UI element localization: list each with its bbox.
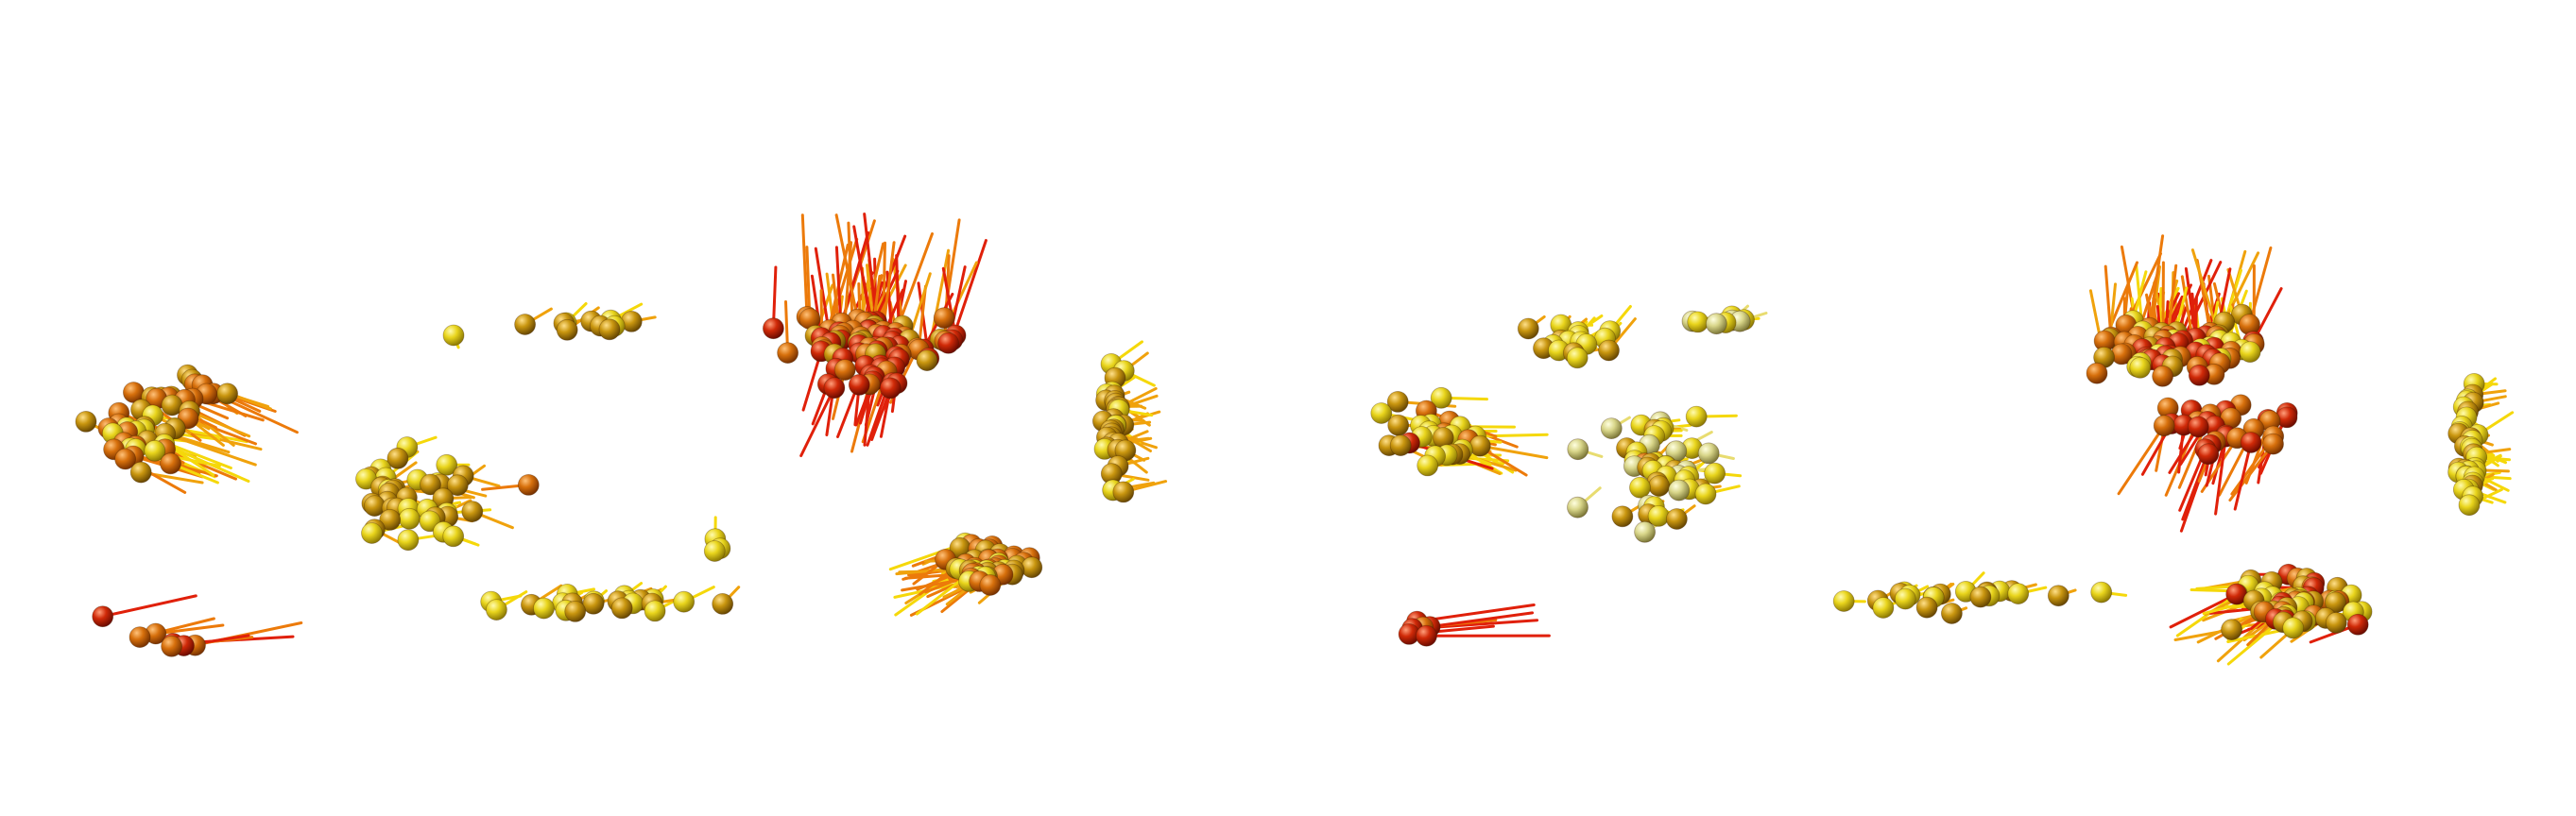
- right-sphere-marker: [1666, 509, 1687, 530]
- right-sphere-marker: [2263, 434, 2284, 454]
- left-sphere-markers: [76, 306, 1136, 656]
- right-sphere-marker: [1695, 484, 1716, 504]
- left-sphere-marker: [599, 319, 620, 340]
- right-panel: [1288, 0, 2576, 816]
- left-sphere-marker: [1113, 482, 1134, 502]
- right-sphere-marker: [2189, 365, 2209, 385]
- right-sphere-marker: [1417, 455, 1438, 476]
- left-sphere-marker: [518, 474, 539, 495]
- right-sphere-marker: [1941, 604, 1962, 624]
- right-sphere-marker: [1390, 435, 1411, 456]
- right-sphere-marker: [2241, 433, 2261, 453]
- right-sphere-markers: [1371, 304, 2488, 646]
- right-sphere-marker: [1518, 318, 1538, 339]
- right-sphere-marker: [1612, 506, 1633, 527]
- right-sphere-marker: [2153, 366, 2173, 386]
- left-sphere-marker: [443, 325, 464, 346]
- right-sphere-marker: [1417, 625, 1437, 646]
- right-sphere-marker: [1648, 505, 1669, 526]
- right-sphere-marker: [1698, 443, 1719, 464]
- right-sphere-marker: [1568, 439, 1589, 460]
- left-sphere-marker: [980, 575, 1001, 596]
- left-sphere-marker: [880, 378, 901, 399]
- right-sphere-marker: [2198, 444, 2219, 465]
- right-sphere-marker: [1630, 477, 1651, 498]
- left-sphere-marker: [713, 593, 733, 614]
- left-sphere-marker: [704, 541, 725, 562]
- left-sphere-marker: [362, 523, 383, 544]
- left-sphere-marker: [162, 636, 182, 656]
- right-sphere-marker: [1688, 312, 1709, 332]
- right-vector-field-render: [1288, 0, 2576, 816]
- left-sphere-marker: [93, 606, 113, 627]
- left-sphere-marker: [849, 374, 869, 395]
- right-sphere-marker: [1635, 521, 1656, 542]
- right-sphere-marker: [2154, 416, 2174, 436]
- right-sphere-marker: [1833, 591, 1854, 612]
- left-sphere-marker: [824, 378, 845, 399]
- right-sphere-marker: [2240, 342, 2260, 363]
- left-sphere-marker: [486, 600, 507, 620]
- left-sphere-marker: [917, 350, 937, 371]
- left-panel: [0, 0, 1288, 816]
- right-sphere-marker: [1649, 476, 1670, 497]
- right-sphere-marker: [1567, 348, 1588, 368]
- left-sphere-marker: [161, 453, 181, 474]
- right-sphere-marker: [1469, 435, 1490, 456]
- left-sphere-marker: [443, 526, 464, 547]
- right-sphere-marker: [1873, 598, 1894, 619]
- left-sphere-marker: [763, 318, 783, 339]
- right-sphere-marker: [2048, 586, 2069, 606]
- left-sphere-marker: [934, 308, 954, 329]
- left-sphere-marker: [398, 530, 419, 551]
- right-sphere-marker: [1970, 586, 1991, 607]
- left-sphere-marker: [129, 627, 150, 648]
- left-sphere-marker: [217, 383, 238, 404]
- right-sphere-marker: [1599, 340, 1620, 361]
- right-sphere-marker: [2008, 584, 2029, 604]
- right-sphere-marker: [2222, 620, 2242, 640]
- right-sphere-marker: [1686, 406, 1707, 427]
- right-sphere-marker: [2347, 614, 2368, 635]
- left-sphere-marker: [644, 601, 665, 621]
- left-sphere-marker: [583, 593, 604, 614]
- left-sphere-marker: [557, 319, 577, 340]
- right-sphere-marker: [1601, 418, 1622, 439]
- left-sphere-marker: [534, 598, 555, 619]
- right-sphere-marker: [1388, 415, 1409, 435]
- left-vector-field-render: [0, 0, 1288, 816]
- left-sphere-marker: [938, 332, 959, 353]
- right-sphere-marker: [1669, 480, 1690, 501]
- right-sphere-marker: [2326, 612, 2346, 633]
- right-sphere-marker: [1916, 597, 1937, 618]
- left-sphere-marker: [674, 591, 695, 612]
- left-sphere-marker: [565, 601, 586, 621]
- left-sphere-marker: [76, 411, 96, 432]
- right-sphere-marker: [2459, 495, 2480, 516]
- left-sphere-marker: [1022, 557, 1042, 578]
- right-sphere-marker: [2091, 582, 2112, 603]
- left-sphere-marker: [462, 502, 483, 522]
- right-sphere-marker: [2087, 363, 2107, 383]
- left-sphere-marker: [515, 314, 536, 335]
- left-sphere-marker: [611, 598, 632, 619]
- right-sphere-marker: [2283, 618, 2304, 638]
- right-sphere-marker: [1568, 497, 1589, 518]
- right-sphere-marker: [1895, 588, 1915, 609]
- right-sphere-marker: [1705, 463, 1726, 484]
- left-sphere-marker: [130, 462, 151, 483]
- left-vector-line: [103, 596, 197, 617]
- right-sphere-marker: [1706, 314, 1726, 334]
- left-sphere-marker: [399, 508, 420, 529]
- right-sphere-marker: [2130, 357, 2151, 378]
- left-sphere-marker: [778, 343, 799, 364]
- right-sphere-marker: [2188, 416, 2208, 437]
